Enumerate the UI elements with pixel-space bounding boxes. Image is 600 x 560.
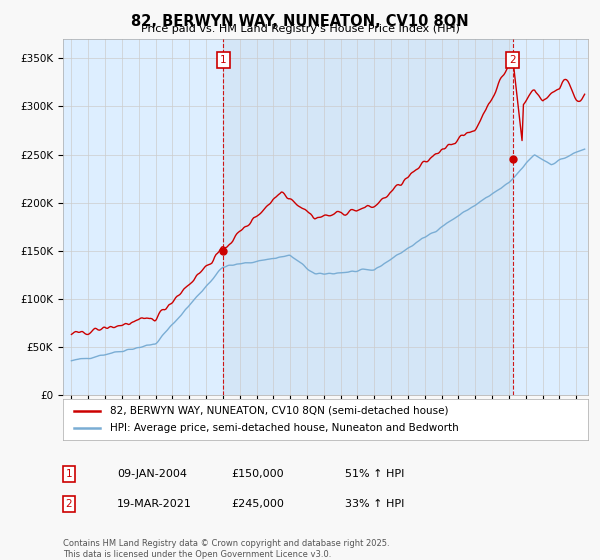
Text: 51% ↑ HPI: 51% ↑ HPI xyxy=(345,469,404,479)
Text: 1: 1 xyxy=(220,55,227,66)
Text: 82, BERWYN WAY, NUNEATON, CV10 8QN: 82, BERWYN WAY, NUNEATON, CV10 8QN xyxy=(131,14,469,29)
Text: £150,000: £150,000 xyxy=(231,469,284,479)
Text: HPI: Average price, semi-detached house, Nuneaton and Bedworth: HPI: Average price, semi-detached house,… xyxy=(110,423,459,433)
Text: 19-MAR-2021: 19-MAR-2021 xyxy=(117,499,192,509)
Text: 2: 2 xyxy=(509,55,516,66)
Bar xyxy=(223,39,512,395)
Text: £245,000: £245,000 xyxy=(231,499,284,509)
Text: 2: 2 xyxy=(65,499,73,509)
Text: Price paid vs. HM Land Registry's House Price Index (HPI): Price paid vs. HM Land Registry's House … xyxy=(140,24,460,34)
Text: Contains HM Land Registry data © Crown copyright and database right 2025.
This d: Contains HM Land Registry data © Crown c… xyxy=(63,539,389,559)
Text: 82, BERWYN WAY, NUNEATON, CV10 8QN (semi-detached house): 82, BERWYN WAY, NUNEATON, CV10 8QN (semi… xyxy=(110,405,449,416)
Text: 33% ↑ HPI: 33% ↑ HPI xyxy=(345,499,404,509)
Text: 09-JAN-2004: 09-JAN-2004 xyxy=(117,469,187,479)
Text: 1: 1 xyxy=(65,469,73,479)
